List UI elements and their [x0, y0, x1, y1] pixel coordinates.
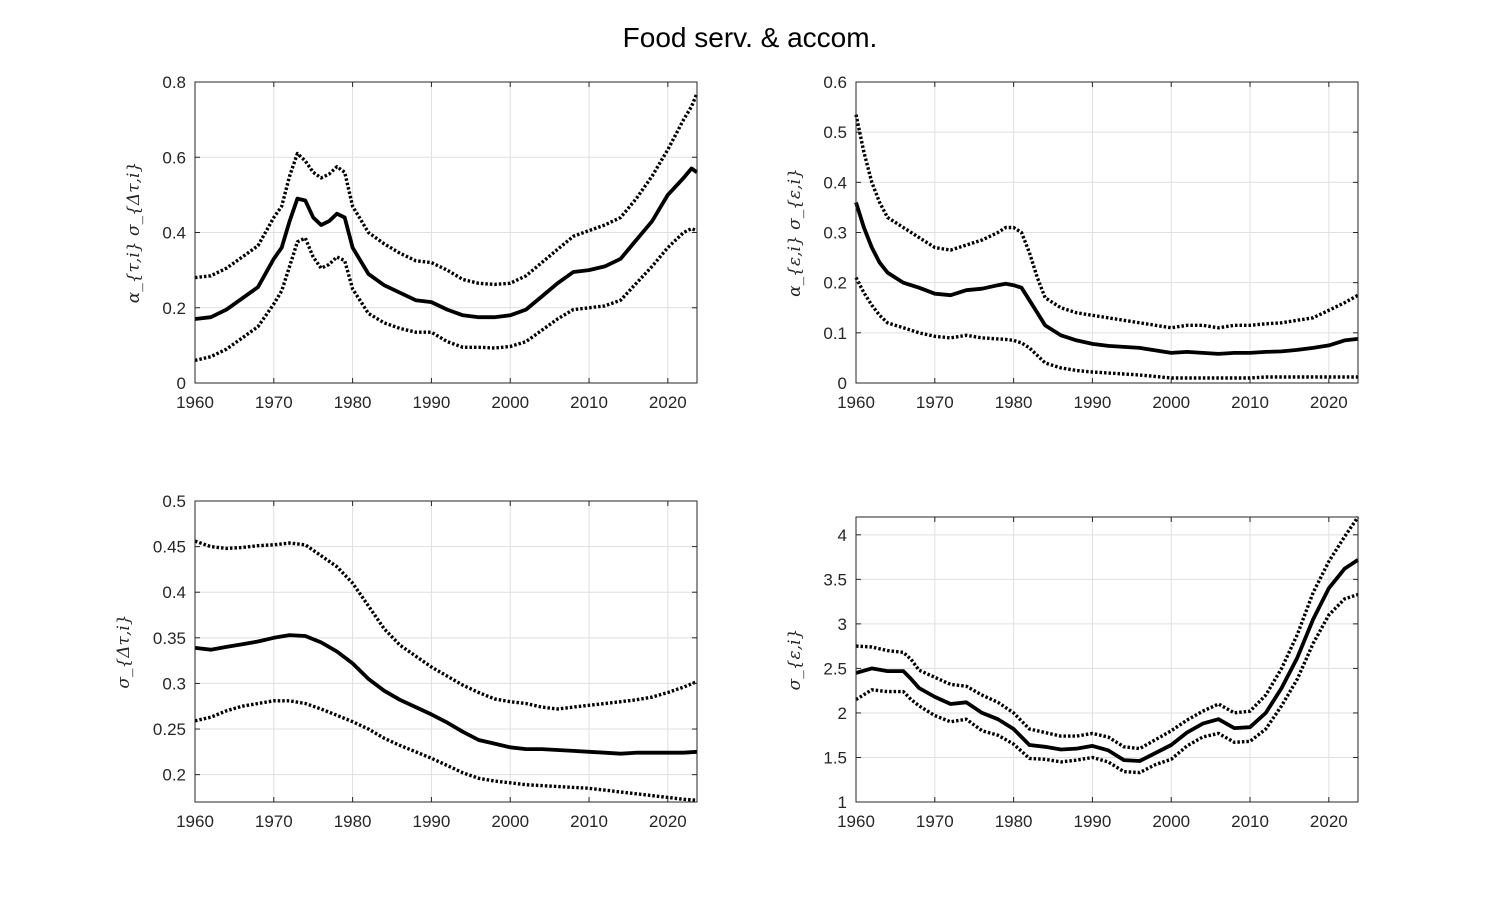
series-line-band-1 [855, 516, 1360, 751]
y-tick-label: 0.2 [162, 299, 186, 318]
series-line-band-2 [854, 276, 1358, 380]
plot-area [856, 517, 1358, 802]
y-tick-label: 3 [838, 615, 847, 634]
x-tick-label: 2020 [1310, 812, 1348, 831]
y-tick-label: 0.3 [162, 674, 186, 693]
x-tick-label: 1990 [413, 393, 451, 412]
y-axis-label: σ_{ε,i} [785, 629, 805, 691]
y-tick-label: 0.1 [823, 324, 847, 343]
series-line-band-1 [194, 92, 699, 287]
y-axis-label: α_{ε,i} σ_{ε,i} [785, 168, 805, 297]
x-tick-label: 1980 [334, 812, 372, 831]
series-line-band-2 [194, 699, 698, 802]
series-line-estimate [194, 166, 699, 321]
y-tick-label: 3.5 [823, 570, 847, 589]
x-tick-label: 2000 [1152, 393, 1190, 412]
y-tick-label: 2.5 [823, 659, 847, 678]
y-tick-label: 0.3 [823, 224, 847, 243]
x-tick-label: 2000 [491, 393, 529, 412]
x-tick-label: 1970 [916, 812, 954, 831]
y-tick-label: 0.35 [153, 629, 186, 648]
subplot-4: 1960 1970 1980 1990 2000 2010 2020 1 1.5 2 2.5 3 3.5… [785, 516, 1360, 831]
series-line-band-2 [194, 226, 698, 363]
x-tick-label: 2010 [1231, 812, 1269, 831]
axes-box [855, 516, 1359, 803]
x-tick-label: 1960 [837, 393, 875, 412]
y-tick-label: 0.2 [823, 274, 847, 293]
x-tick-label: 2000 [1152, 812, 1190, 831]
y-tick-label: 0 [177, 374, 186, 393]
subplot-2: 1960 1970 1980 1990 2000 2010 2020 0 0.1 0.2 0.3 0.… [785, 73, 1359, 412]
y-tick-label: 0.8 [162, 73, 186, 92]
x-tick-label: 1970 [916, 393, 954, 412]
axes-box [194, 500, 698, 803]
x-tick-label: 1970 [255, 393, 293, 412]
y-axis-label: σ_{Δτ,i} [114, 614, 134, 688]
y-tick-label: 2 [838, 704, 847, 723]
x-tick-label: 2020 [649, 393, 687, 412]
y-tick-label: 0.2 [162, 766, 186, 785]
x-tick-label: 1960 [176, 393, 214, 412]
y-tick-label: 0.6 [823, 73, 847, 92]
y-tick-label: 1 [838, 793, 847, 812]
y-tick-label: 4 [838, 526, 847, 545]
y-tick-label: 0.6 [162, 148, 186, 167]
series-line-band-1 [194, 539, 698, 711]
x-tick-label: 2010 [570, 812, 608, 831]
x-tick-label: 1990 [1074, 812, 1112, 831]
x-tick-label: 2010 [1231, 393, 1269, 412]
series-line-estimate [854, 201, 1359, 356]
x-tick-label: 1980 [995, 812, 1033, 831]
y-axis-label: α_{τ,i} σ_{Δτ,i} [124, 162, 144, 304]
series-line-estimate [194, 633, 698, 756]
series-line-band-1 [854, 114, 1359, 330]
x-tick-label: 1970 [255, 812, 293, 831]
subplot-1: 1960 1970 1980 1990 2000 2010 2020 0 0.2 0.4 0.6 0.… [124, 73, 699, 412]
x-tick-label: 2010 [570, 393, 608, 412]
series-line-band-2 [855, 592, 1359, 775]
y-tick-label: 0.45 [153, 538, 186, 557]
x-tick-label: 1960 [837, 812, 875, 831]
y-tick-label: 0.25 [153, 720, 186, 739]
y-tick-label: 0.4 [823, 173, 847, 192]
y-tick-label: 0.5 [162, 492, 186, 511]
y-tick-label: 0 [838, 374, 847, 393]
y-tick-label: 0.4 [162, 224, 186, 243]
x-tick-label: 1980 [334, 393, 372, 412]
x-tick-label: 1990 [413, 812, 451, 831]
series-line-estimate [855, 558, 1360, 763]
subplot-3: 1960 1970 1980 1990 2000 2010 2020 0.2 0.25 0.3 0.… [114, 492, 698, 831]
x-tick-label: 2020 [649, 812, 687, 831]
x-tick-label: 1960 [176, 812, 214, 831]
x-tick-label: 2020 [1310, 393, 1348, 412]
y-tick-label: 0.5 [823, 123, 847, 142]
x-tick-label: 1980 [995, 393, 1033, 412]
figure-title: Food serv. & accom. [622, 22, 878, 53]
x-tick-label: 2000 [491, 812, 529, 831]
x-tick-label: 1990 [1074, 393, 1112, 412]
y-tick-label: 0.4 [162, 583, 186, 602]
y-tick-label: 1.5 [823, 748, 847, 767]
